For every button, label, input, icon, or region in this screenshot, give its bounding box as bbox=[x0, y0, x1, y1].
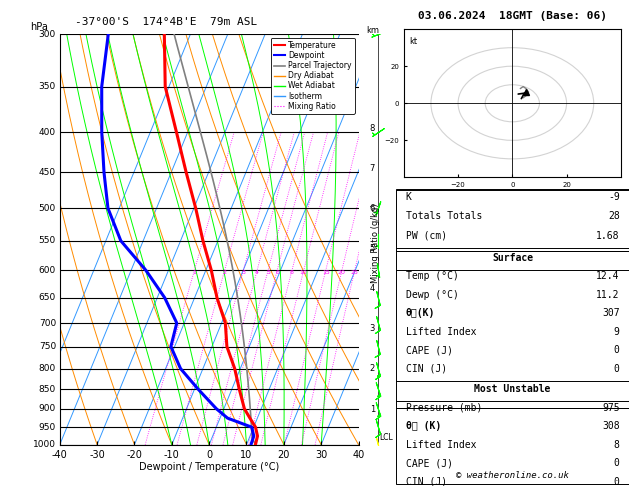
Text: 6: 6 bbox=[370, 204, 375, 213]
Text: 800: 800 bbox=[39, 364, 56, 373]
Bar bbox=[396, 189, 629, 251]
Text: 2: 2 bbox=[370, 364, 375, 373]
Text: hPa: hPa bbox=[30, 22, 48, 32]
Text: 7: 7 bbox=[362, 164, 367, 173]
Text: 1: 1 bbox=[192, 270, 196, 276]
Text: 1: 1 bbox=[370, 404, 375, 414]
Text: 300: 300 bbox=[39, 30, 56, 38]
Text: 308: 308 bbox=[602, 421, 620, 432]
Text: 6: 6 bbox=[362, 204, 367, 213]
Text: 500: 500 bbox=[39, 204, 56, 213]
Text: Temp (°C): Temp (°C) bbox=[406, 271, 459, 281]
Text: kt: kt bbox=[409, 36, 418, 46]
Text: PW (cm): PW (cm) bbox=[406, 231, 447, 241]
Text: 750: 750 bbox=[39, 342, 56, 351]
Text: 6: 6 bbox=[276, 270, 279, 276]
Text: 8: 8 bbox=[290, 270, 294, 276]
Text: K: K bbox=[406, 192, 411, 202]
Text: CIN (J): CIN (J) bbox=[406, 364, 447, 374]
Text: 650: 650 bbox=[39, 293, 56, 302]
Text: 975: 975 bbox=[602, 403, 620, 413]
Text: θᴇ (K): θᴇ (K) bbox=[406, 421, 441, 432]
Text: 5: 5 bbox=[266, 270, 270, 276]
Text: 400: 400 bbox=[39, 128, 56, 137]
Text: 5: 5 bbox=[370, 244, 375, 253]
Text: 10: 10 bbox=[300, 270, 308, 276]
Text: 8: 8 bbox=[362, 123, 367, 133]
Text: 4: 4 bbox=[255, 270, 259, 276]
Text: 1.68: 1.68 bbox=[596, 231, 620, 241]
Text: 7: 7 bbox=[370, 164, 375, 173]
Text: © weatheronline.co.uk: © weatheronline.co.uk bbox=[456, 471, 569, 480]
Text: 900: 900 bbox=[39, 404, 56, 413]
Text: 307: 307 bbox=[602, 308, 620, 318]
Text: θᴇ(K): θᴇ(K) bbox=[406, 308, 435, 318]
Text: 0: 0 bbox=[614, 477, 620, 486]
Bar bbox=[396, 408, 629, 484]
Text: 8: 8 bbox=[614, 440, 620, 450]
Text: 28: 28 bbox=[608, 211, 620, 222]
Text: Most Unstable: Most Unstable bbox=[474, 384, 551, 395]
Text: 2: 2 bbox=[362, 364, 367, 373]
Text: 11.2: 11.2 bbox=[596, 290, 620, 300]
Text: 0: 0 bbox=[614, 364, 620, 374]
Text: 1: 1 bbox=[362, 404, 367, 414]
Text: 0: 0 bbox=[614, 458, 620, 469]
Legend: Temperature, Dewpoint, Parcel Trajectory, Dry Adiabat, Wet Adiabat, Isotherm, Mi: Temperature, Dewpoint, Parcel Trajectory… bbox=[270, 38, 355, 114]
Text: 20: 20 bbox=[338, 270, 346, 276]
Text: 3: 3 bbox=[370, 324, 375, 333]
Text: -9: -9 bbox=[608, 192, 620, 202]
Bar bbox=[396, 251, 629, 408]
Text: 3: 3 bbox=[242, 270, 245, 276]
Text: 4: 4 bbox=[362, 284, 367, 293]
Text: 9: 9 bbox=[614, 327, 620, 337]
Text: CAPE (J): CAPE (J) bbox=[406, 458, 453, 469]
X-axis label: Dewpoint / Temperature (°C): Dewpoint / Temperature (°C) bbox=[139, 462, 279, 472]
Text: Mixing Ratio (g/kg): Mixing Ratio (g/kg) bbox=[371, 203, 380, 283]
Text: 350: 350 bbox=[39, 82, 56, 91]
Text: 5: 5 bbox=[362, 244, 367, 253]
Text: 25: 25 bbox=[351, 270, 359, 276]
Text: Pressure (mb): Pressure (mb) bbox=[406, 403, 482, 413]
Text: 1000: 1000 bbox=[33, 440, 56, 449]
Text: 3: 3 bbox=[362, 324, 367, 333]
Text: Lifted Index: Lifted Index bbox=[406, 327, 476, 337]
Text: CIN (J): CIN (J) bbox=[406, 477, 447, 486]
Text: 12.4: 12.4 bbox=[596, 271, 620, 281]
Text: Surface: Surface bbox=[492, 253, 533, 263]
Text: 600: 600 bbox=[39, 266, 56, 275]
Text: Totals Totals: Totals Totals bbox=[406, 211, 482, 222]
Text: Lifted Index: Lifted Index bbox=[406, 440, 476, 450]
Text: LCL: LCL bbox=[379, 434, 393, 442]
Text: km
ASL: km ASL bbox=[366, 26, 382, 45]
Text: 4: 4 bbox=[370, 284, 375, 293]
Text: 2: 2 bbox=[223, 270, 226, 276]
Text: 850: 850 bbox=[39, 385, 56, 394]
Text: 450: 450 bbox=[39, 168, 56, 177]
Text: 03.06.2024  18GMT (Base: 06): 03.06.2024 18GMT (Base: 06) bbox=[418, 11, 607, 21]
Text: 950: 950 bbox=[39, 423, 56, 432]
Text: -37°00'S  174°4B'E  79m ASL: -37°00'S 174°4B'E 79m ASL bbox=[75, 17, 258, 27]
Text: CAPE (J): CAPE (J) bbox=[406, 345, 453, 355]
Text: 700: 700 bbox=[39, 318, 56, 328]
Text: 8: 8 bbox=[370, 123, 375, 133]
Text: 0: 0 bbox=[614, 345, 620, 355]
Text: Dewp (°C): Dewp (°C) bbox=[406, 290, 459, 300]
Text: 550: 550 bbox=[39, 236, 56, 245]
Text: 15: 15 bbox=[322, 270, 330, 276]
